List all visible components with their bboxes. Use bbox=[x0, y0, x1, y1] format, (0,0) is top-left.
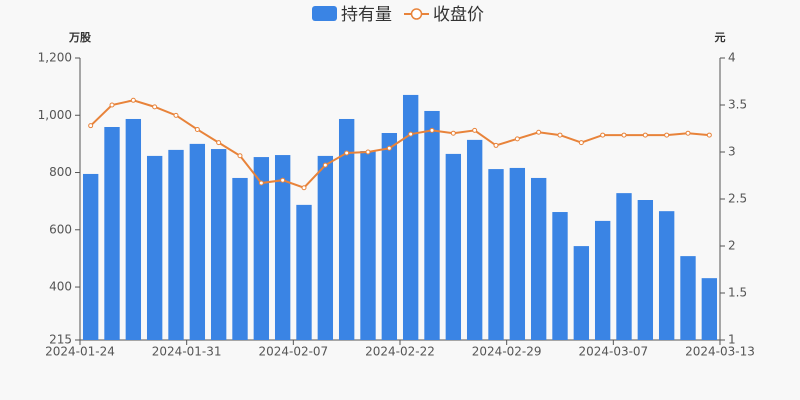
price-point bbox=[642, 132, 648, 138]
price-point bbox=[408, 131, 414, 137]
bar bbox=[274, 155, 291, 340]
price-point bbox=[386, 145, 392, 151]
bar bbox=[125, 118, 142, 340]
price-point bbox=[685, 130, 691, 136]
bar bbox=[488, 169, 504, 340]
bar bbox=[701, 278, 718, 340]
price-point bbox=[536, 129, 542, 135]
bar bbox=[573, 246, 590, 340]
y-unit: 万股 bbox=[68, 31, 92, 44]
bar bbox=[104, 126, 120, 341]
y2-tick-label: 2.5 bbox=[728, 192, 747, 206]
legend-swatch bbox=[312, 6, 337, 21]
x-tick-label: 2024-01-31 bbox=[152, 345, 222, 359]
y2-tick-label: 2 bbox=[728, 239, 736, 253]
y2-unit: 元 bbox=[715, 31, 726, 44]
x-tick-label: 2024-02-22 bbox=[365, 345, 435, 359]
price-point bbox=[600, 132, 606, 138]
price-point bbox=[109, 102, 115, 108]
bar bbox=[658, 211, 675, 340]
y-tick-label: 800 bbox=[49, 165, 72, 179]
price-point bbox=[557, 132, 563, 138]
y2-tick-label: 3 bbox=[728, 145, 736, 159]
bar bbox=[146, 155, 163, 340]
x-tick-label: 2024-03-07 bbox=[578, 345, 648, 359]
price-point bbox=[194, 126, 200, 132]
bar bbox=[317, 155, 334, 340]
bar bbox=[680, 256, 696, 340]
y-tick-label: 600 bbox=[49, 222, 72, 236]
bar bbox=[637, 200, 654, 340]
bar bbox=[381, 133, 398, 340]
y2-tick-label: 1.5 bbox=[728, 286, 747, 300]
x-tick-label: 2024-01-24 bbox=[45, 345, 115, 359]
bar bbox=[232, 177, 248, 340]
bar bbox=[530, 177, 547, 340]
price-line bbox=[89, 99, 710, 189]
y2-tick-label: 3.5 bbox=[728, 98, 747, 112]
bar bbox=[466, 139, 483, 340]
bar bbox=[552, 212, 568, 340]
price-point bbox=[280, 177, 286, 183]
bar bbox=[253, 157, 270, 340]
y2-tick-label: 1 bbox=[728, 333, 736, 347]
x-tick-label: 2024-02-29 bbox=[472, 345, 542, 359]
price-point bbox=[706, 132, 712, 138]
bar bbox=[424, 110, 440, 340]
bar bbox=[189, 143, 206, 340]
price-point bbox=[514, 136, 520, 142]
legend-label: 持有量 bbox=[341, 5, 392, 25]
legend-label: 收盘价 bbox=[433, 5, 484, 25]
bar bbox=[445, 153, 462, 340]
price-point bbox=[216, 140, 222, 146]
price-point bbox=[237, 153, 243, 159]
price-point bbox=[88, 123, 94, 129]
bar bbox=[296, 204, 312, 340]
bar bbox=[509, 167, 526, 340]
price-point bbox=[173, 112, 179, 118]
price-point bbox=[322, 162, 328, 168]
price-point bbox=[301, 185, 307, 191]
price-point bbox=[664, 132, 670, 138]
bar bbox=[360, 151, 376, 340]
bar bbox=[594, 220, 611, 340]
bar bbox=[402, 94, 419, 340]
legend-swatch bbox=[410, 8, 423, 20]
price-point bbox=[429, 127, 435, 133]
price-point bbox=[472, 127, 478, 133]
price-point bbox=[621, 132, 627, 138]
y-tick-label: 215 bbox=[49, 333, 72, 347]
x-tick-label: 2024-03-13 bbox=[685, 345, 755, 359]
y-tick-label: 400 bbox=[49, 280, 72, 294]
y2-tick-label: 4 bbox=[728, 51, 736, 65]
bar bbox=[210, 149, 227, 340]
price-point bbox=[152, 104, 158, 110]
x-tick-label: 2024-02-07 bbox=[258, 345, 328, 359]
price-point bbox=[493, 142, 499, 148]
y-tick-label: 1,000 bbox=[38, 108, 72, 122]
price-point bbox=[365, 149, 371, 155]
price-point bbox=[578, 140, 584, 146]
price-point bbox=[344, 150, 350, 156]
price-point bbox=[258, 180, 264, 186]
price-point bbox=[130, 97, 136, 103]
bar bbox=[82, 173, 99, 340]
y-tick-label: 1,200 bbox=[38, 51, 72, 65]
bar bbox=[616, 193, 632, 340]
price-point bbox=[450, 130, 456, 136]
bar bbox=[168, 149, 184, 340]
bar bbox=[338, 118, 355, 340]
